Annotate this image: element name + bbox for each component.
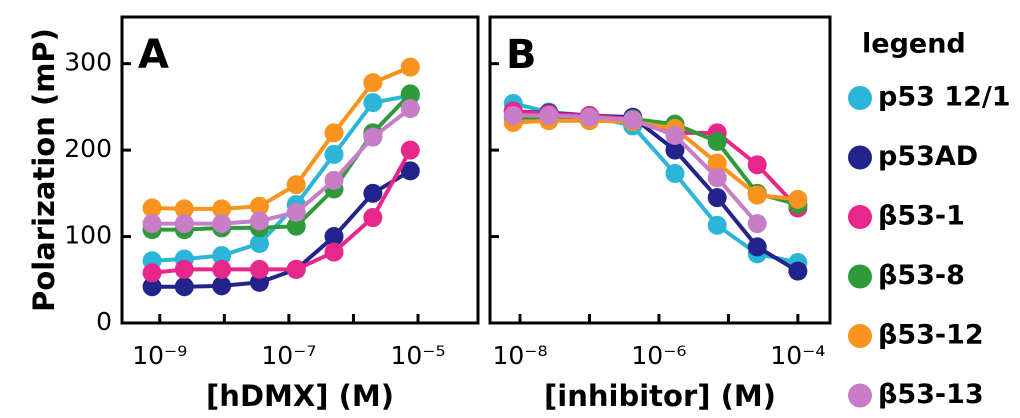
data-point <box>286 175 306 195</box>
panel-label: A <box>138 32 169 78</box>
x-tick-label: 10⁻⁵ <box>390 341 445 370</box>
data-point <box>286 259 306 279</box>
data-point <box>174 199 194 219</box>
data-point <box>212 276 232 296</box>
data-point <box>363 127 383 147</box>
data-point <box>249 233 269 253</box>
data-point <box>707 215 727 235</box>
legend-label: β53-8 <box>878 260 965 291</box>
data-point <box>249 259 269 279</box>
data-point <box>665 163 685 183</box>
x-axis-label: [inhibitor] (M) <box>544 379 776 413</box>
legend-label: β53-13 <box>878 379 984 410</box>
data-point <box>212 246 232 266</box>
data-point <box>579 107 599 127</box>
x-tick-label: 10⁻⁷ <box>261 341 316 370</box>
data-point <box>324 170 344 190</box>
data-point <box>503 106 523 126</box>
data-point <box>249 211 269 231</box>
y-tick-label: 100 <box>64 221 112 250</box>
data-point <box>142 198 162 218</box>
data-point <box>212 259 232 279</box>
x-tick-label: 10⁻⁹ <box>132 341 187 370</box>
data-point <box>286 202 306 222</box>
legend-marker <box>848 205 872 229</box>
legend-label: p53 12/1 <box>878 82 1011 113</box>
data-point <box>363 73 383 93</box>
panel-label: B <box>506 32 537 78</box>
data-point <box>324 242 344 262</box>
data-point <box>707 188 727 208</box>
data-point <box>665 140 685 160</box>
y-tick-label: 0 <box>96 307 112 336</box>
x-tick-label: 10⁻⁶ <box>631 341 686 370</box>
data-point <box>142 214 162 234</box>
legend-label: p53AD <box>878 141 978 172</box>
data-point <box>212 199 232 219</box>
data-point <box>324 123 344 143</box>
data-point <box>747 214 767 234</box>
data-point <box>400 57 420 77</box>
data-point <box>286 216 306 236</box>
data-point <box>400 140 420 160</box>
data-point <box>747 237 767 257</box>
x-tick-label: 10⁻⁴ <box>770 341 825 370</box>
legend-label: β53-1 <box>878 201 965 232</box>
data-point <box>623 110 643 130</box>
y-tick-label: 300 <box>64 48 112 77</box>
data-point <box>249 196 269 216</box>
data-point <box>400 99 420 119</box>
data-point <box>324 144 344 164</box>
legend-label: β53-12 <box>878 320 984 351</box>
y-axis-label: Polarization (mP) <box>27 28 61 312</box>
data-point <box>212 214 232 234</box>
data-point <box>747 155 767 175</box>
data-point <box>174 259 194 279</box>
data-point <box>400 84 420 104</box>
legend-title: legend <box>862 29 966 60</box>
data-point <box>788 261 808 281</box>
plot-frame <box>120 15 480 325</box>
data-point <box>142 277 162 297</box>
data-point <box>363 208 383 228</box>
data-point <box>539 106 559 126</box>
x-tick-label: 10⁻⁸ <box>492 341 547 370</box>
data-point <box>707 168 727 188</box>
plot-frame <box>488 15 832 325</box>
legend-marker <box>848 264 872 289</box>
legend-marker <box>848 383 872 408</box>
data-point <box>363 93 383 113</box>
x-axis-label: [hDMX] (M) <box>206 379 394 413</box>
data-point <box>174 277 194 297</box>
data-point <box>174 214 194 234</box>
data-point <box>142 263 162 283</box>
data-point <box>324 227 344 247</box>
data-point <box>747 185 767 205</box>
data-point <box>363 183 383 203</box>
data-point <box>707 153 727 173</box>
data-point <box>665 125 685 145</box>
data-point <box>707 131 727 151</box>
data-point <box>400 161 420 181</box>
data-point <box>788 189 808 209</box>
legend-marker <box>848 324 872 348</box>
legend-marker <box>848 145 872 170</box>
legend-marker <box>848 86 872 110</box>
y-tick-label: 200 <box>64 134 112 163</box>
